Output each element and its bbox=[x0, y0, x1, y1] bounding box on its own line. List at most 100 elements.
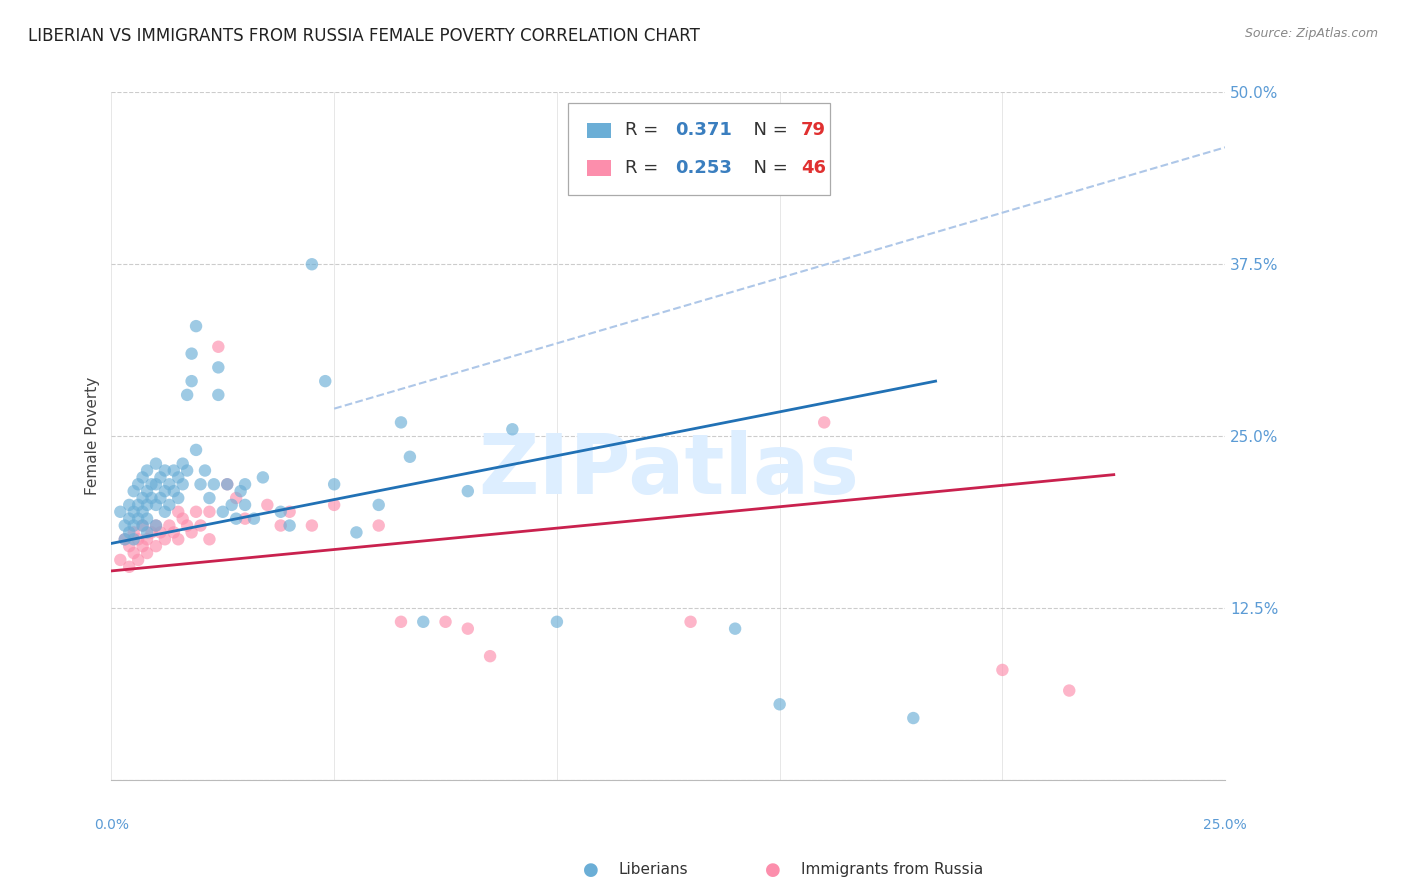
Text: 0.0%: 0.0% bbox=[94, 819, 129, 832]
Point bbox=[145, 498, 167, 512]
Point bbox=[149, 525, 172, 540]
Point bbox=[184, 505, 207, 519]
Point bbox=[323, 477, 346, 491]
Point bbox=[724, 622, 747, 636]
Text: Source: ZipAtlas.com: Source: ZipAtlas.com bbox=[1244, 27, 1378, 40]
Point bbox=[167, 491, 190, 505]
Text: R =: R = bbox=[624, 159, 664, 177]
Point bbox=[122, 533, 145, 547]
Point bbox=[323, 498, 346, 512]
Point bbox=[217, 477, 239, 491]
Point bbox=[217, 477, 239, 491]
Point bbox=[114, 518, 136, 533]
Point bbox=[163, 484, 186, 499]
Point bbox=[501, 422, 523, 436]
Point bbox=[167, 505, 190, 519]
Point bbox=[243, 511, 266, 525]
Point bbox=[207, 360, 229, 375]
Point bbox=[118, 559, 141, 574]
Point bbox=[229, 484, 252, 499]
Point bbox=[233, 498, 256, 512]
Text: ZIPatlas: ZIPatlas bbox=[478, 430, 859, 511]
Point bbox=[136, 484, 159, 499]
Point bbox=[110, 553, 132, 567]
Point bbox=[198, 533, 221, 547]
Point bbox=[479, 649, 502, 664]
Point bbox=[136, 533, 159, 547]
Point bbox=[110, 505, 132, 519]
Text: R =: R = bbox=[624, 121, 664, 139]
Point bbox=[389, 615, 412, 629]
Point bbox=[172, 511, 194, 525]
Text: N =: N = bbox=[742, 121, 793, 139]
Point bbox=[153, 505, 176, 519]
Point bbox=[991, 663, 1014, 677]
Point bbox=[225, 511, 247, 525]
FancyBboxPatch shape bbox=[568, 103, 830, 195]
Point bbox=[131, 518, 153, 533]
Point bbox=[180, 374, 202, 388]
Text: ●: ● bbox=[765, 861, 782, 879]
Point bbox=[172, 457, 194, 471]
Text: N =: N = bbox=[742, 159, 793, 177]
Point bbox=[190, 477, 212, 491]
Point bbox=[184, 442, 207, 457]
Point bbox=[114, 533, 136, 547]
Point bbox=[122, 505, 145, 519]
Text: LIBERIAN VS IMMIGRANTS FROM RUSSIA FEMALE POVERTY CORRELATION CHART: LIBERIAN VS IMMIGRANTS FROM RUSSIA FEMAL… bbox=[28, 27, 700, 45]
Point bbox=[903, 711, 925, 725]
Text: 25.0%: 25.0% bbox=[1204, 819, 1247, 832]
Point bbox=[301, 518, 323, 533]
Point bbox=[145, 457, 167, 471]
Text: 0.253: 0.253 bbox=[675, 159, 733, 177]
Point bbox=[207, 388, 229, 402]
Point bbox=[546, 615, 568, 629]
Point bbox=[167, 533, 190, 547]
Point bbox=[211, 505, 233, 519]
Point bbox=[122, 484, 145, 499]
Point bbox=[194, 463, 217, 477]
Text: Immigrants from Russia: Immigrants from Russia bbox=[801, 863, 984, 877]
Point bbox=[221, 498, 243, 512]
Point bbox=[813, 416, 835, 430]
Point bbox=[131, 505, 153, 519]
Point bbox=[412, 615, 434, 629]
Point bbox=[202, 477, 225, 491]
Point bbox=[346, 525, 368, 540]
Point bbox=[367, 498, 389, 512]
Point bbox=[163, 463, 186, 477]
Point bbox=[176, 518, 198, 533]
Text: ●: ● bbox=[582, 861, 599, 879]
Point bbox=[122, 525, 145, 540]
Point bbox=[163, 525, 186, 540]
Point bbox=[457, 484, 479, 499]
Point bbox=[679, 615, 702, 629]
Point bbox=[131, 539, 153, 553]
Point bbox=[301, 257, 323, 271]
Point bbox=[127, 511, 149, 525]
Point bbox=[176, 463, 198, 477]
Point bbox=[367, 518, 389, 533]
Point bbox=[157, 477, 180, 491]
Point bbox=[278, 505, 301, 519]
FancyBboxPatch shape bbox=[586, 161, 612, 176]
Point bbox=[157, 518, 180, 533]
Point bbox=[233, 477, 256, 491]
Point bbox=[127, 477, 149, 491]
Point bbox=[136, 498, 159, 512]
Point bbox=[136, 525, 159, 540]
Point bbox=[141, 525, 163, 540]
Point bbox=[180, 346, 202, 360]
Point bbox=[184, 319, 207, 334]
Point bbox=[136, 511, 159, 525]
Point bbox=[252, 470, 274, 484]
Y-axis label: Female Poverty: Female Poverty bbox=[86, 377, 100, 495]
Point bbox=[180, 525, 202, 540]
Point bbox=[141, 491, 163, 505]
Point bbox=[157, 498, 180, 512]
Text: 0.371: 0.371 bbox=[675, 121, 733, 139]
Point bbox=[131, 491, 153, 505]
Point bbox=[172, 477, 194, 491]
Point bbox=[145, 518, 167, 533]
Point bbox=[399, 450, 422, 464]
